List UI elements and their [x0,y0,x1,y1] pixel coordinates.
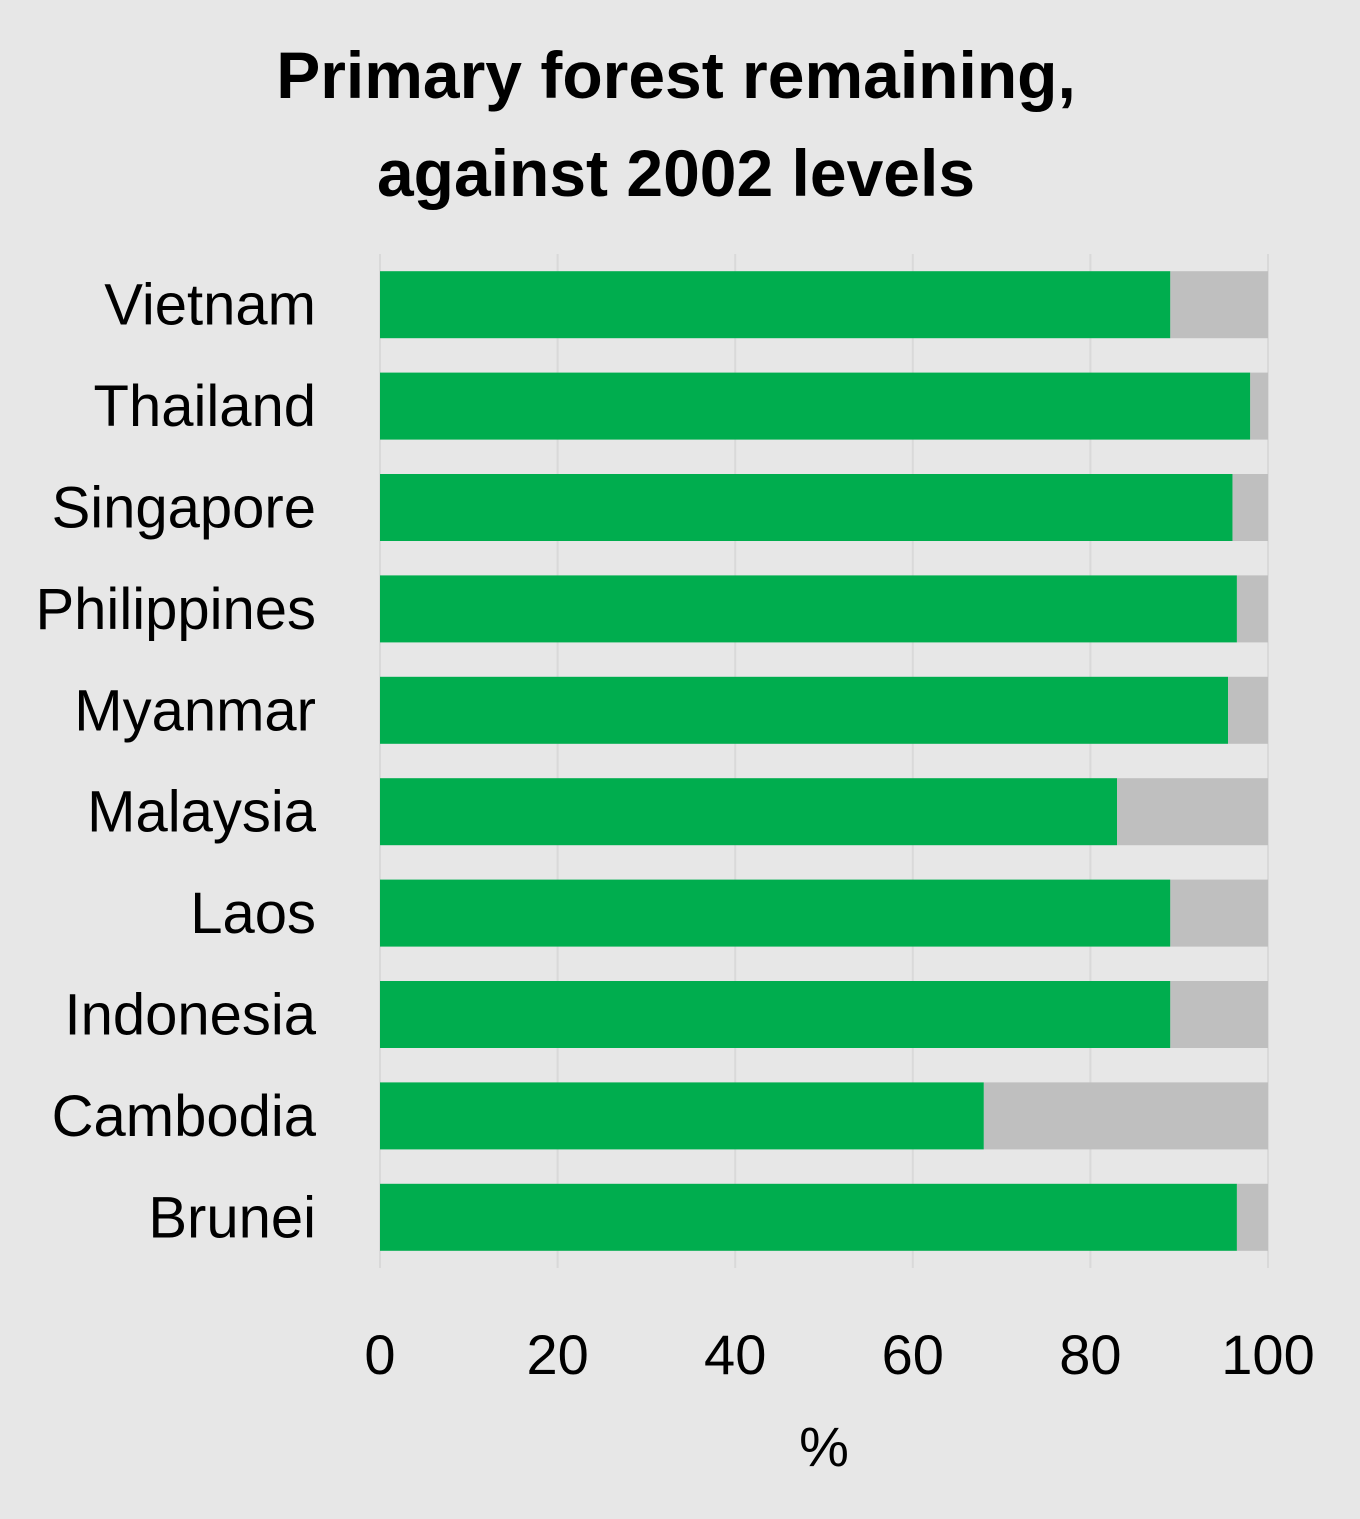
bar-philippines-lost [1236,575,1268,643]
bar-myanmar-remaining [380,676,1229,744]
bar-laos-lost [1170,879,1268,947]
category-label-vietnam: Vietnam [104,273,316,338]
category-label-malaysia: Malaysia [87,780,317,845]
x-tick-label-100: 100 [1221,1323,1314,1386]
x-axis-tick-labels: 0 20 40 60 80 100 [364,1323,1314,1386]
chart-title: Primary forest remaining, against 2002 l… [276,38,1076,210]
category-label-singapore: Singapore [52,476,316,541]
bar-thailand-remaining [380,372,1251,440]
chart-title-line-1: Primary forest remaining, [276,38,1076,112]
bar-indonesia-lost [1170,981,1268,1048]
bar-vietnam-remaining [380,271,1171,339]
x-tick-label-0: 0 [364,1323,395,1386]
category-label-laos: Laos [190,881,316,946]
x-tick-label-20: 20 [526,1323,588,1386]
x-tick-label-80: 80 [1059,1323,1121,1386]
bar-indonesia-remaining [380,981,1171,1048]
category-label-philippines: Philippines [35,577,316,642]
chart-title-line-2: against 2002 levels [377,136,975,210]
x-tick-label-60: 60 [882,1323,944,1386]
bar-singapore-remaining [380,474,1233,541]
bar-malaysia-lost [1117,778,1268,846]
bar-malaysia-remaining [380,778,1118,846]
category-label-cambodia: Cambodia [52,1084,317,1149]
x-axis-title: % [799,1415,849,1478]
category-labels: Vietnam Thailand Singapore Philippines Myanm… [35,273,316,1251]
bar-vietnam-lost [1170,271,1268,339]
bar-cambodia-remaining [380,1082,984,1150]
bar-philippines-remaining [380,575,1237,643]
x-tick-label-40: 40 [704,1323,766,1386]
bar-brunei-remaining [380,1183,1237,1251]
bar-laos-remaining [380,879,1171,947]
bar-cambodia-lost [983,1082,1268,1150]
category-label-myanmar: Myanmar [74,678,316,743]
bar-myanmar-lost [1228,676,1268,744]
category-label-indonesia: Indonesia [64,983,316,1048]
category-label-thailand: Thailand [94,374,316,439]
bar-brunei-lost [1236,1183,1268,1251]
bars [380,271,1268,1251]
bar-thailand-lost [1250,372,1268,440]
bar-singapore-lost [1232,474,1268,541]
category-label-brunei: Brunei [148,1185,316,1250]
